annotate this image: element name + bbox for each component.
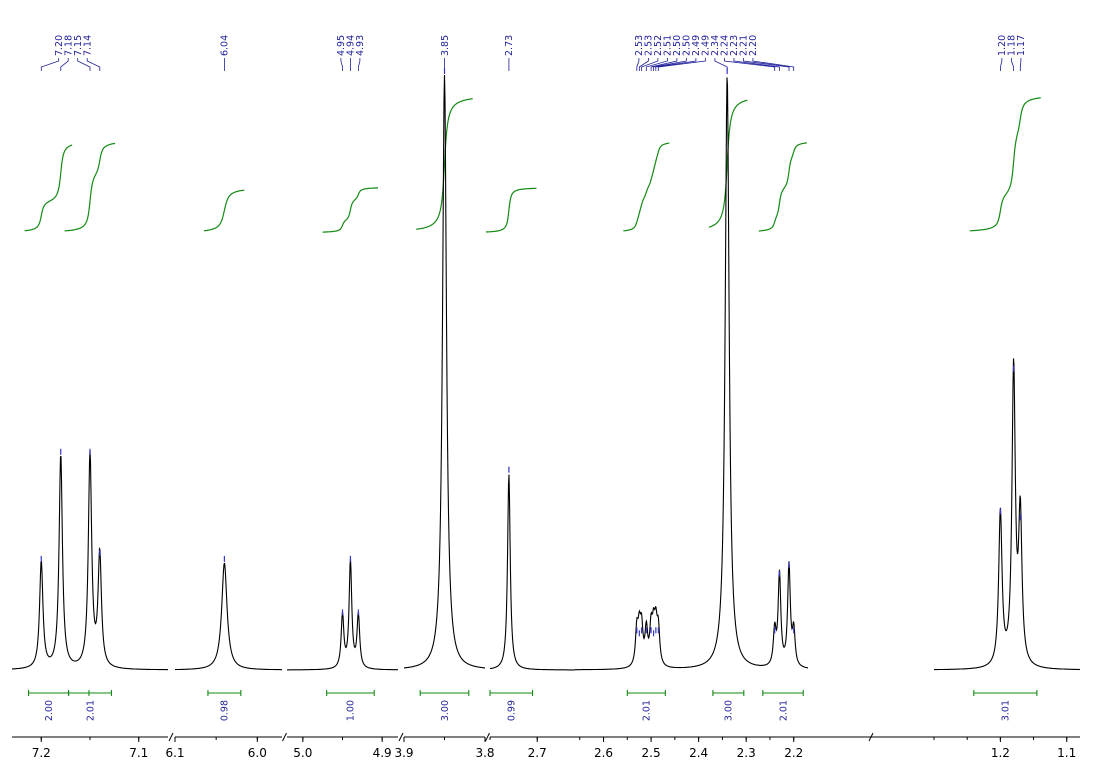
x-axis-tick-label: 6.1 bbox=[165, 746, 184, 760]
integral-curve-layer bbox=[24, 97, 1041, 233]
integral-curve bbox=[322, 187, 379, 233]
integral-curve bbox=[203, 189, 245, 232]
peak-label: 2.50 bbox=[682, 35, 693, 56]
peak-label: 2.53 bbox=[634, 35, 645, 56]
x-axis-tick-label: 7.1 bbox=[129, 746, 148, 760]
axis-break-mark bbox=[282, 732, 287, 742]
integral-value-label: 0.99 bbox=[507, 700, 518, 721]
peak-leader-line bbox=[86, 58, 101, 71]
peak-label: 2.52 bbox=[653, 35, 664, 56]
integral-curve bbox=[758, 142, 807, 232]
peak-label: 2.49 bbox=[691, 35, 702, 56]
x-axis-tick-label: 6.0 bbox=[248, 746, 267, 760]
x-axis-tick-label: 1.1 bbox=[1057, 746, 1076, 760]
peak-label: 1.17 bbox=[1016, 35, 1027, 56]
integral-curve bbox=[623, 142, 670, 232]
peak-leader-line bbox=[638, 58, 649, 71]
peak-leader-line bbox=[358, 58, 361, 71]
integral-value-label: 3.00 bbox=[440, 700, 451, 721]
x-axis-tick-label: 5.0 bbox=[293, 746, 312, 760]
peak-label: 6.04 bbox=[220, 35, 231, 56]
peak-label: 3.85 bbox=[440, 35, 451, 56]
x-axis-tick-label: 4.9 bbox=[373, 746, 392, 760]
integral-value-label: 3.00 bbox=[724, 700, 735, 721]
peak-leader-line bbox=[650, 58, 678, 71]
spectrum-trace-segment bbox=[404, 74, 485, 669]
peak-leader-line bbox=[641, 58, 659, 71]
x-axis-tick-label: 2.6 bbox=[594, 746, 613, 760]
integral-curve bbox=[969, 97, 1041, 232]
integral-value-label: 2.01 bbox=[642, 700, 653, 721]
peak-leader-line bbox=[1000, 58, 1003, 71]
integral-value-label: 3.01 bbox=[1001, 700, 1012, 721]
spectrum-trace-segment bbox=[575, 77, 809, 671]
spectrum-trace-segment bbox=[174, 562, 282, 671]
x-axis-tick-label: 3.9 bbox=[394, 746, 413, 760]
peak-label: 1.18 bbox=[1007, 35, 1018, 56]
peak-leader-line bbox=[40, 58, 60, 71]
peak-leader-line bbox=[752, 58, 795, 71]
axis-break-mark bbox=[168, 732, 174, 742]
peak-leader-line bbox=[743, 58, 790, 71]
integral-curve bbox=[486, 187, 537, 233]
peak-leader-line bbox=[60, 58, 69, 71]
peak-label: 4.93 bbox=[355, 35, 366, 56]
integral-bar-layer: 2.00 2.01 0.98 1.00 3.00 0.99 2.01 3.00 2.01 3.01 bbox=[28, 690, 1038, 721]
peak-label: 2.49 bbox=[701, 35, 712, 56]
x-axis-tick-label: 2.3 bbox=[737, 746, 756, 760]
integral-curve bbox=[416, 98, 473, 230]
peak-label: 2.23 bbox=[729, 35, 740, 56]
integral-curve bbox=[64, 142, 116, 232]
peak-leader-line bbox=[636, 58, 640, 71]
peak-label: 7.14 bbox=[82, 35, 93, 56]
x-axis-tick-label: 7.2 bbox=[32, 746, 51, 760]
peak-label: 7.15 bbox=[73, 35, 84, 56]
spectrum-trace-segment bbox=[489, 474, 575, 671]
peak-label: 2.50 bbox=[672, 35, 683, 56]
peak-leader-line bbox=[1019, 58, 1022, 71]
spectrum-trace-segment bbox=[12, 450, 168, 671]
peak-leader-line bbox=[340, 58, 343, 71]
peak-label: 2.73 bbox=[504, 35, 515, 56]
x-axis: 7.2 7.1 6.1 6.0 5.0 4.9 3.9 3.8 2.7 2.6 2.5 2.4 2.3 2… bbox=[12, 732, 1080, 760]
x-axis-tick-label: 2.5 bbox=[642, 746, 661, 760]
spectrum-layer bbox=[12, 68, 1080, 671]
x-axis-tick-label: 2.4 bbox=[689, 746, 708, 760]
x-axis-tick-label: 2.7 bbox=[528, 746, 547, 760]
integral-value-label: 2.01 bbox=[778, 700, 789, 721]
integral-value-label: 1.00 bbox=[346, 700, 357, 721]
integral-value-label: 2.00 bbox=[44, 700, 55, 721]
peak-label-layer: 7.207.187.157.14 6.04 4.954.944.93 3.85 2.73… bbox=[40, 35, 1027, 71]
integral-value-label: 0.98 bbox=[220, 700, 231, 721]
axis-break-mark bbox=[485, 732, 490, 742]
x-axis-tick-label: 1.2 bbox=[991, 746, 1010, 760]
peak-label: 2.51 bbox=[663, 35, 674, 56]
x-axis-tick-label: 2.2 bbox=[784, 746, 803, 760]
peak-leader-line bbox=[1011, 58, 1014, 71]
peak-label: 2.21 bbox=[739, 35, 750, 56]
peak-leader-line bbox=[724, 58, 776, 71]
peak-leader-line bbox=[657, 58, 706, 71]
peak-label: 2.34 bbox=[710, 35, 721, 56]
peak-label: 7.20 bbox=[54, 35, 65, 56]
peak-leader-line bbox=[655, 58, 697, 71]
peak-label: 2.24 bbox=[720, 35, 731, 56]
peak-leader-line bbox=[714, 58, 728, 71]
axis-break-mark bbox=[398, 732, 404, 742]
integral-value-label: 2.01 bbox=[85, 700, 96, 721]
peak-label: 7.18 bbox=[63, 35, 74, 56]
peak-label: 2.53 bbox=[644, 35, 655, 56]
peak-label: 4.94 bbox=[346, 35, 357, 56]
integral-curve bbox=[24, 144, 73, 232]
peak-label: 4.95 bbox=[336, 35, 347, 56]
peak-leader-line bbox=[653, 58, 687, 71]
peak-leader-line bbox=[733, 58, 780, 71]
peak-label: 2.20 bbox=[748, 35, 759, 56]
peak-label: 1.20 bbox=[997, 35, 1008, 56]
x-axis-tick-label: 3.8 bbox=[475, 746, 494, 760]
peak-leader-line bbox=[77, 58, 91, 71]
spectrum-trace-segment bbox=[934, 358, 1080, 671]
peak-leader-line bbox=[645, 58, 668, 71]
